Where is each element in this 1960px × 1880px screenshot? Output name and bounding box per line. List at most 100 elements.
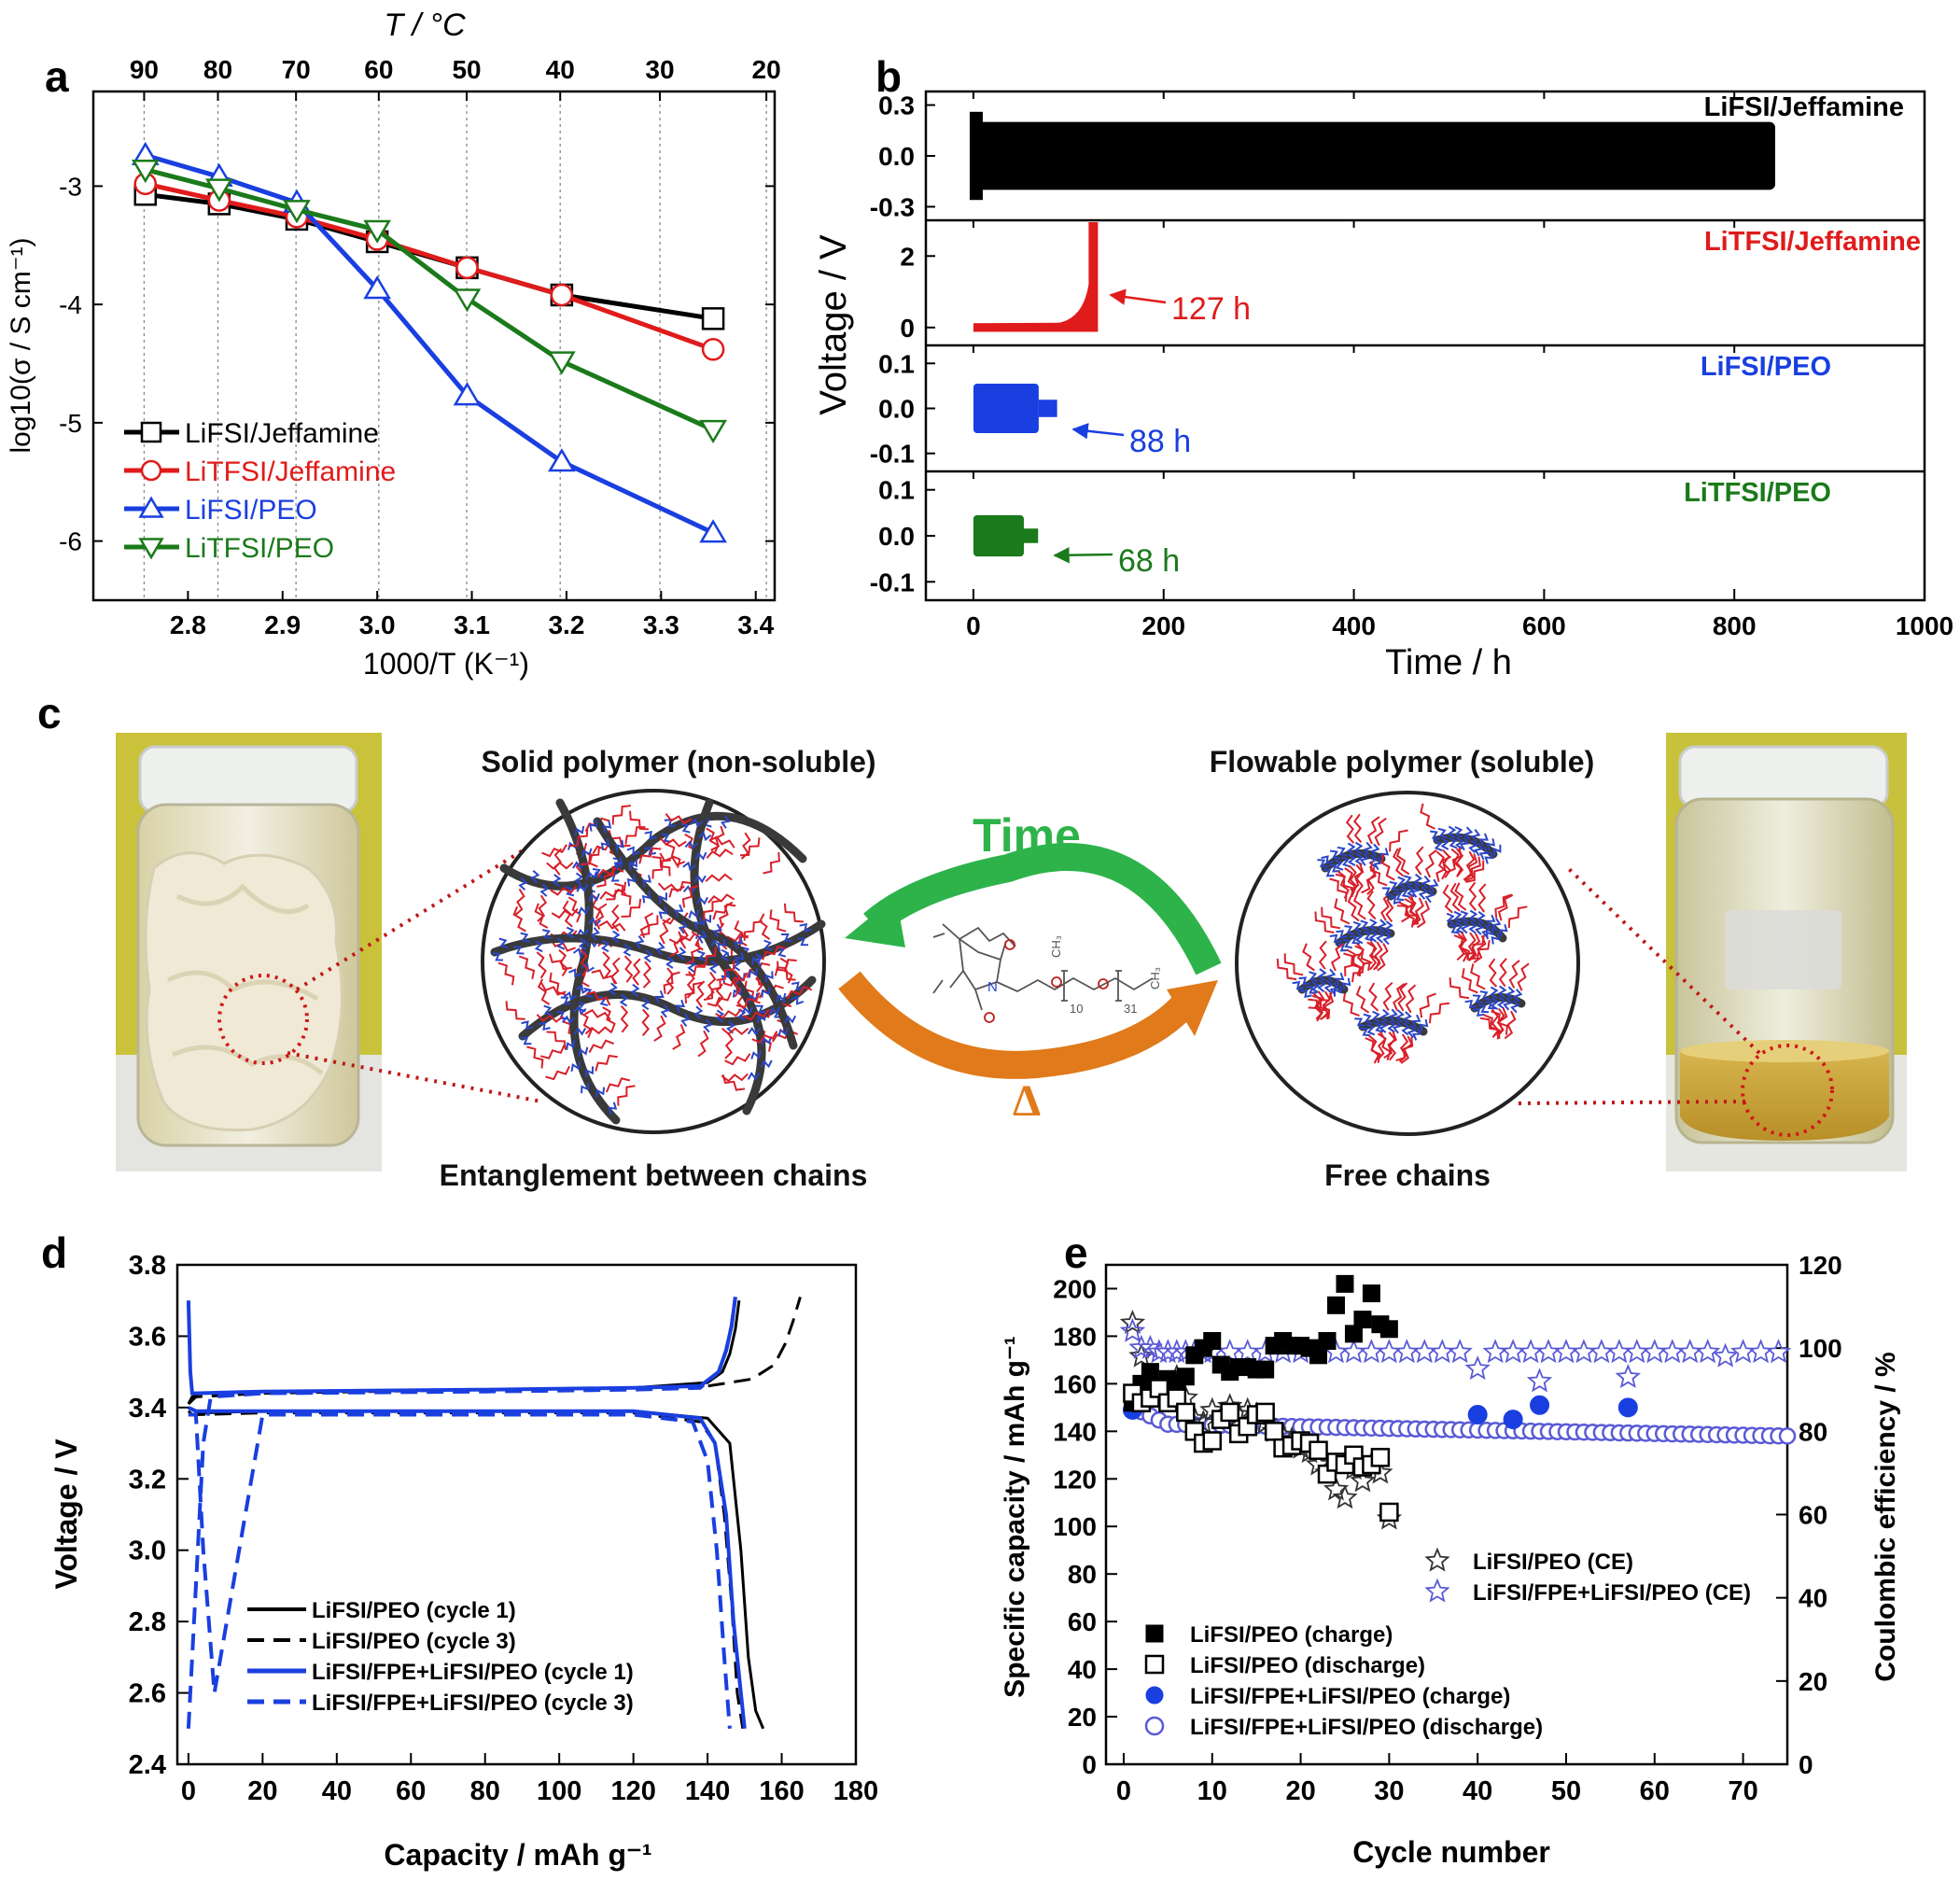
side-chain — [784, 1015, 797, 1024]
side-chain — [1382, 931, 1393, 946]
side-chain — [615, 839, 624, 852]
side-chain — [677, 947, 687, 961]
side-chain — [585, 1066, 594, 1078]
side-chain — [617, 1085, 636, 1106]
side-chain — [1349, 864, 1358, 895]
side-chain — [1309, 971, 1318, 983]
e-data-point — [1309, 1440, 1328, 1460]
side-chain — [707, 893, 735, 904]
side-chain — [1354, 852, 1364, 866]
side-chain — [669, 931, 683, 958]
side-chain — [1474, 842, 1484, 857]
side-chain — [1477, 1003, 1490, 1014]
d-x-tick-label: 80 — [470, 1776, 500, 1806]
side-chain — [611, 930, 621, 944]
side-chain — [693, 917, 704, 930]
side-chain — [1424, 889, 1435, 904]
b-subplot-LiTFSI/Jeffamine: 2 0 LiTFSI/Jeffamine 127 h — [900, 218, 1925, 343]
side-chain — [1411, 1014, 1421, 1029]
side-chain — [1411, 1027, 1422, 1041]
side-chain — [1371, 1010, 1380, 1023]
panel-label-e: e — [1064, 1228, 1088, 1277]
side-chain — [1459, 836, 1470, 851]
side-chain — [1368, 1034, 1380, 1064]
right-circle-caption: Free chains — [1324, 1158, 1491, 1192]
chem-subscript-31: 31 — [1124, 1002, 1137, 1016]
b-plot-frame — [924, 90, 1926, 602]
side-chain — [642, 875, 651, 888]
side-chain — [760, 1059, 773, 1069]
side-chain — [659, 852, 686, 866]
b-voltage-trace-tail — [1024, 528, 1039, 543]
side-chain — [695, 980, 706, 1008]
a-top-tick-label: 60 — [364, 55, 393, 84]
d-x-tick-label: 120 — [610, 1776, 655, 1806]
panel-label-a: a — [45, 52, 69, 101]
side-chain — [722, 972, 749, 988]
side-chain — [576, 1001, 586, 1013]
side-chain — [653, 1015, 666, 1042]
e-y-tick-label: 100 — [1053, 1512, 1097, 1541]
side-chain — [1403, 875, 1413, 886]
side-chain — [1363, 1013, 1373, 1025]
e-data-point — [1255, 1402, 1275, 1423]
side-chain — [1368, 919, 1378, 932]
e-y-tick-label: 160 — [1053, 1369, 1097, 1398]
b-subplot-LiFSI/Jeffamine: 0.3 0.0 -0.3 LiFSI/Jeffamine — [870, 91, 1904, 222]
side-chain — [1380, 891, 1392, 921]
b-annotation-arrow — [1109, 288, 1167, 305]
side-chain — [611, 904, 620, 933]
d-x-tick-label: 160 — [759, 1776, 804, 1806]
side-chain — [712, 923, 723, 938]
side-chain — [1449, 977, 1470, 1000]
side-chain — [1368, 854, 1379, 868]
side-chain — [1375, 930, 1386, 944]
e-data-point — [1712, 1342, 1739, 1368]
left-circle-title: Solid polymer (non-soluble) — [481, 745, 875, 779]
side-chain — [540, 982, 567, 996]
side-chain — [747, 1072, 761, 1081]
e-y-tick-label: 40 — [1068, 1655, 1097, 1684]
side-chain — [1366, 816, 1380, 845]
side-chain — [751, 1031, 778, 1045]
side-chain — [764, 971, 774, 983]
side-chain — [1347, 853, 1357, 866]
e-y-tick-label: 120 — [1053, 1465, 1097, 1494]
e-data-point — [1729, 1339, 1757, 1364]
b-x-axis-label: Time / h — [1385, 643, 1512, 682]
side-chain — [684, 840, 698, 850]
b-x-tick-label: 400 — [1332, 611, 1376, 640]
side-chain — [1429, 830, 1440, 840]
side-chain — [1401, 1022, 1411, 1036]
side-chain — [747, 1026, 761, 1036]
side-chain — [1334, 898, 1351, 925]
d-y-tick-label: 3.0 — [129, 1536, 166, 1566]
e-data-point — [1411, 1339, 1437, 1364]
side-chain — [632, 958, 641, 986]
d-series-LiFSI/FPE+LiFSI/PEO (cycle 3) — [186, 1297, 737, 1729]
a-plot-frame — [91, 90, 777, 602]
right-jar-photo — [1666, 733, 1907, 1171]
side-chain — [1485, 1001, 1496, 1010]
side-chain — [681, 885, 699, 908]
panel-e-cycling-chart: 0 10 20 30 40 50 60 70 0 20 40 60 80 100 120 140 160 180 2… — [1000, 1251, 1901, 1869]
b-voltage-trace — [973, 383, 1039, 434]
side-chain — [697, 950, 707, 962]
side-chain — [541, 929, 553, 940]
side-chain — [1486, 914, 1496, 928]
side-chain — [783, 903, 804, 923]
side-chain — [574, 825, 585, 836]
side-chain — [643, 949, 653, 963]
b-y-tick-label: 0.1 — [878, 349, 915, 378]
e-data-point — [1340, 1339, 1367, 1364]
e-x-tick-label: 40 — [1463, 1776, 1492, 1806]
side-chain — [562, 1015, 575, 1025]
side-chain — [1335, 972, 1345, 986]
side-chain — [703, 899, 721, 921]
side-chain — [1337, 846, 1348, 857]
panel-a-conductivity-chart: 90 80 70 60 50 40 30 20 2.8 2.9 3.0 3.1 3.2 3.3 3.4 -3 -… — [6, 7, 781, 680]
side-chain — [1429, 878, 1439, 893]
a-legend-label: LiTFSI/PEO — [185, 533, 334, 564]
side-chain — [629, 810, 649, 831]
side-chain — [602, 821, 612, 834]
